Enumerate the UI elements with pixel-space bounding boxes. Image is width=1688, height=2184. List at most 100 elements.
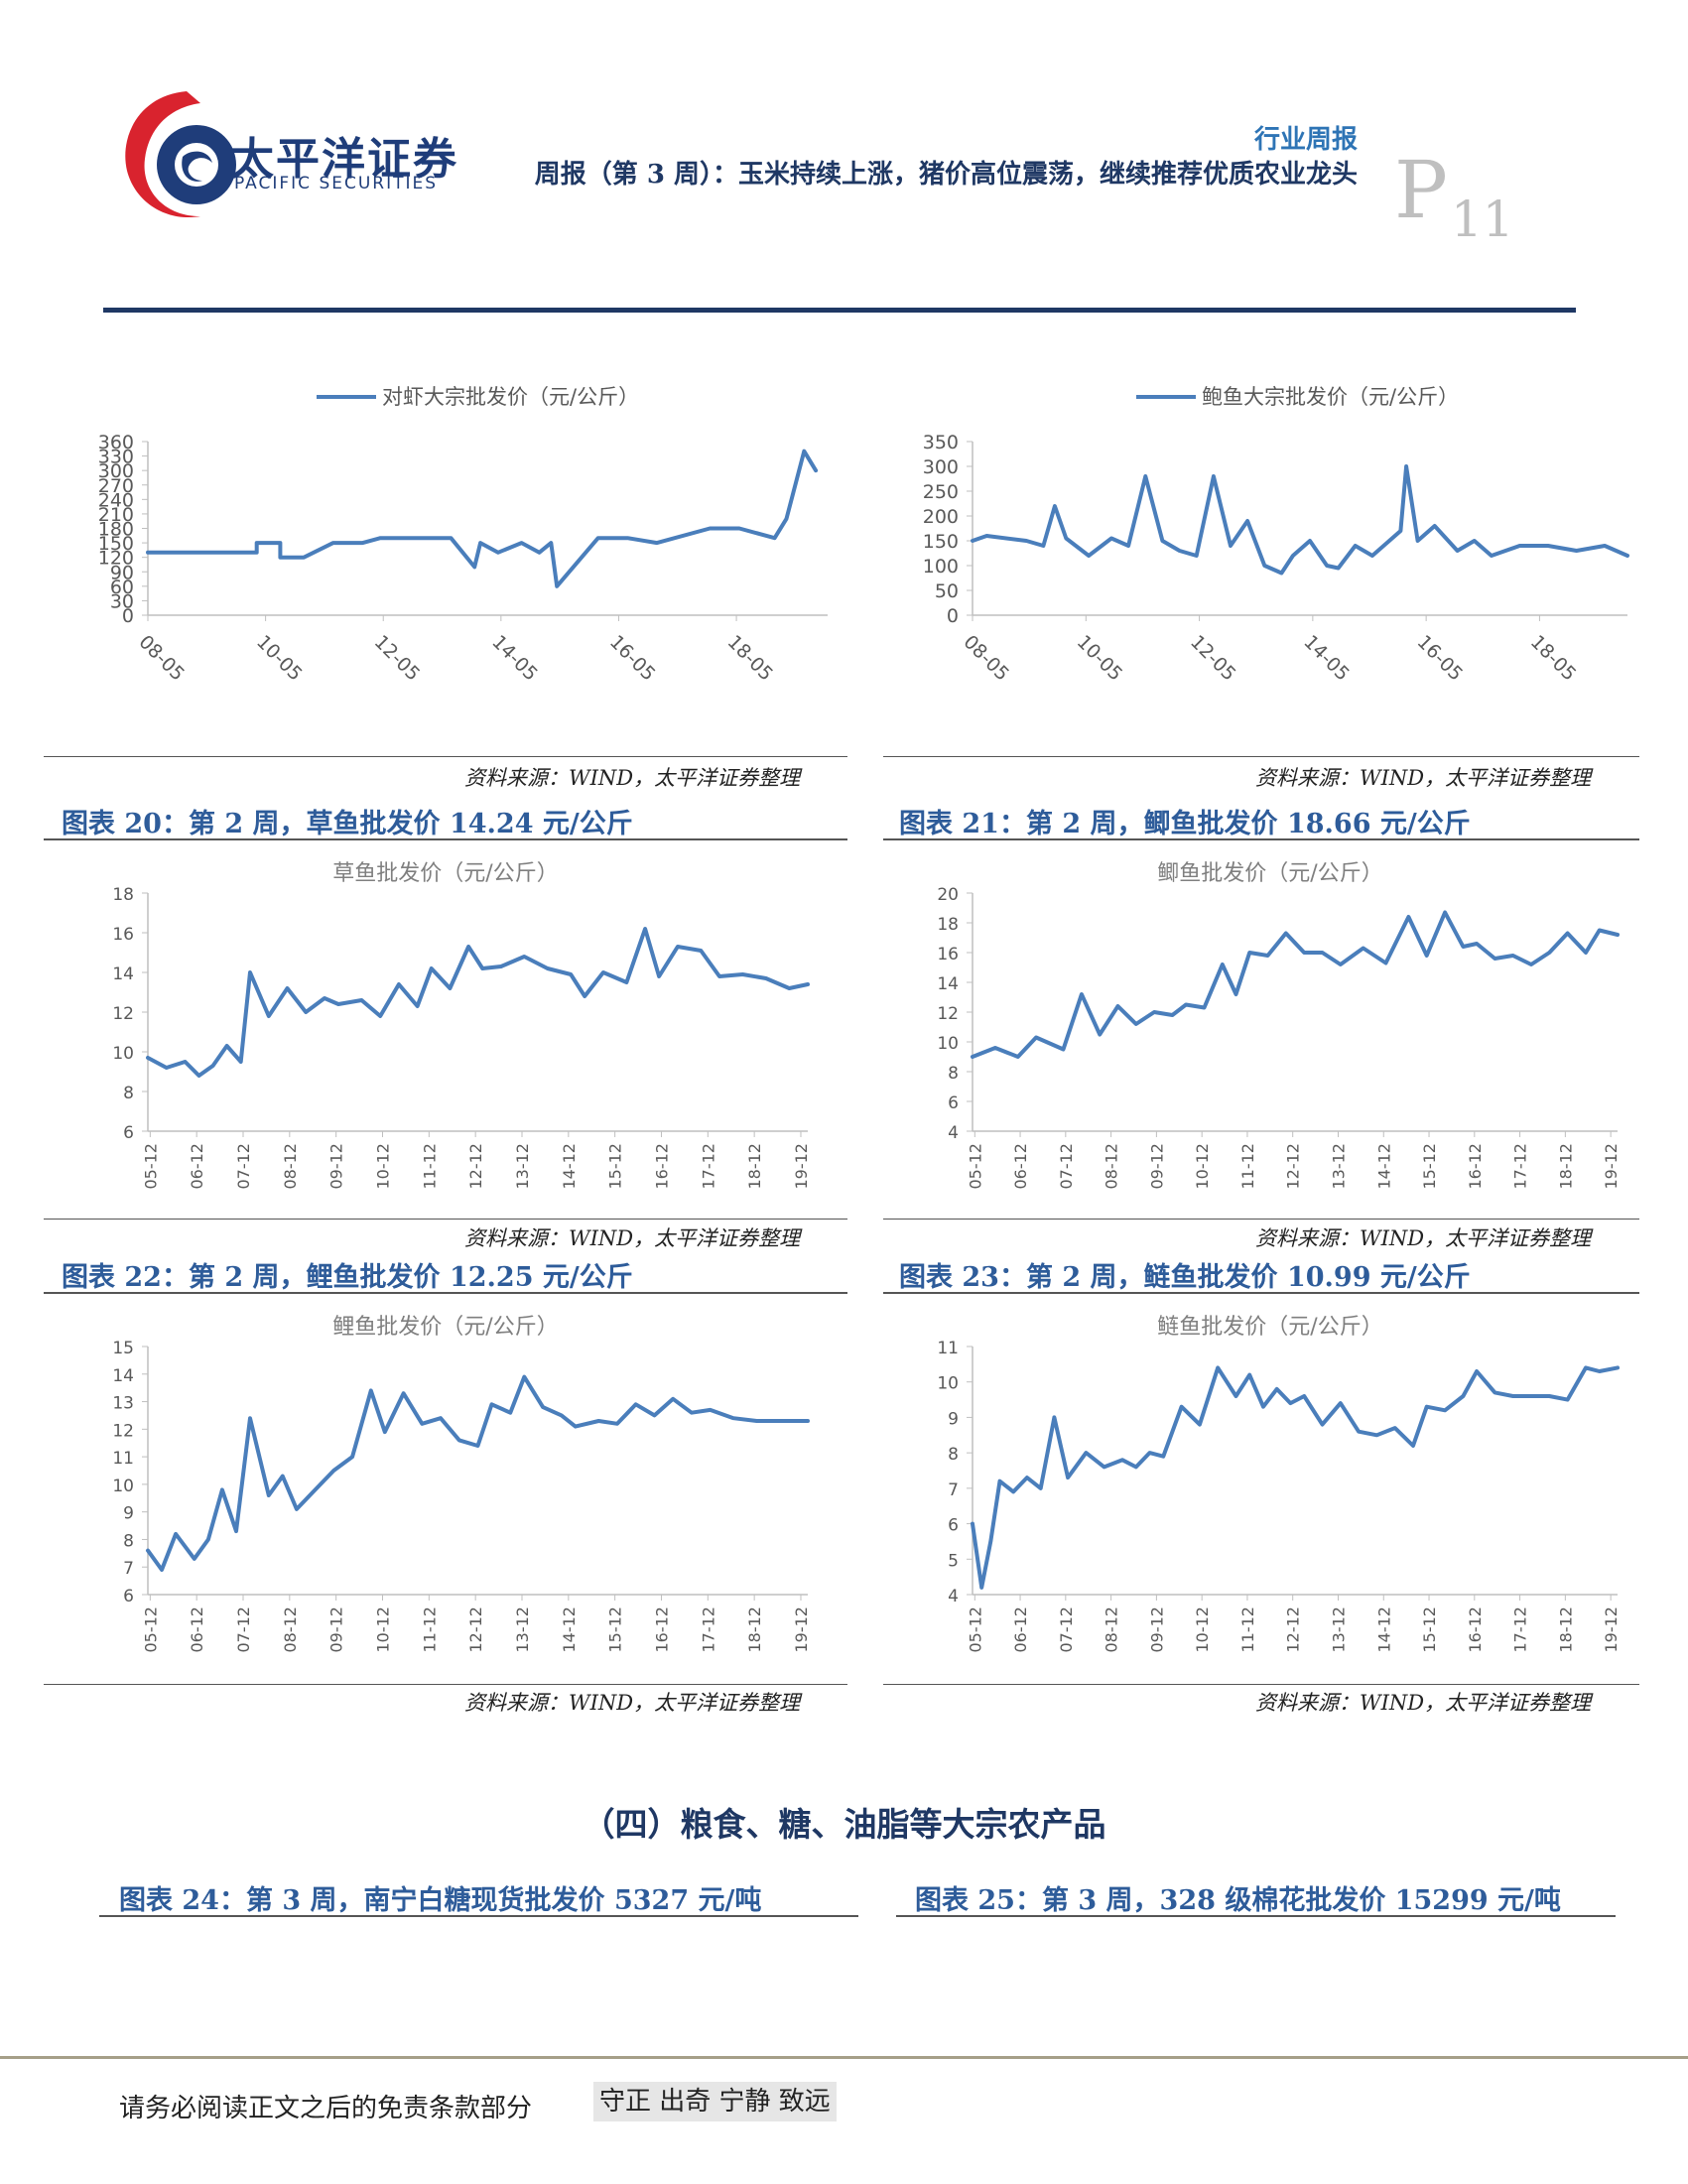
- source-divider: [44, 756, 847, 757]
- source-divider: [44, 1684, 847, 1685]
- y-tick-label: 200: [923, 506, 959, 528]
- x-tick-label: 18-12: [745, 1143, 764, 1190]
- series-line: [971, 1365, 1620, 1590]
- x-tick-label: 13-12: [1329, 1606, 1348, 1653]
- logo-english-name: PACIFIC SECURITIES: [234, 174, 439, 193]
- caption-divider: [44, 838, 847, 840]
- x-tick-label: 14-12: [1374, 1143, 1393, 1190]
- y-tick-label: 4: [948, 1587, 959, 1606]
- y-tick-label: 10: [937, 1034, 959, 1054]
- grass-carp-price-chart: 草鱼批发价（元/公斤） 6 8 10 12 14 16 18 05-12 06-12 07-12 08…: [112, 861, 811, 1190]
- x-tick-label: 12-12: [1284, 1143, 1303, 1190]
- y-tick-label: 360: [98, 432, 134, 453]
- x-tick-label: 09-12: [1147, 1143, 1166, 1190]
- y-tick-label: 300: [98, 460, 134, 482]
- series-line: [146, 927, 810, 1078]
- x-tick-label: 16-12: [652, 1143, 671, 1190]
- y-tick-label: 6: [123, 1587, 134, 1606]
- x-tick-label: 06-12: [1011, 1606, 1030, 1653]
- x-tick-label: 05-12: [141, 1606, 160, 1653]
- x-tick-label: 18-05: [1526, 631, 1581, 686]
- y-tick-label: 16: [937, 945, 959, 964]
- x-tick-label: 14-05: [1299, 631, 1354, 686]
- y-tick-label: 150: [923, 531, 959, 553]
- x-tick-label: 11-12: [420, 1143, 439, 1190]
- y-tick-label: 30: [110, 590, 134, 612]
- x-tick-label: 14-12: [560, 1606, 579, 1653]
- y-tick-label: 10: [937, 1374, 959, 1394]
- y-tick-label: 8: [123, 1084, 134, 1103]
- y-tick-label: 240: [98, 489, 134, 511]
- x-tick-label: 10-05: [1073, 631, 1127, 686]
- x-tick-label: 15-12: [1420, 1606, 1439, 1653]
- y-tick-label: 330: [98, 447, 134, 468]
- y-tick-label: 14: [112, 1366, 134, 1386]
- x-tick-label: 06-12: [1011, 1143, 1030, 1190]
- x-tick-label: 12-05: [370, 631, 425, 686]
- y-tick-label: 90: [110, 562, 134, 583]
- y-tick-label: 0: [122, 605, 134, 627]
- x-tick-label: 19-12: [792, 1143, 811, 1190]
- x-tick-label: 16-05: [605, 631, 660, 686]
- x-tick-label: 12-05: [1186, 631, 1240, 686]
- page-number: 11: [1451, 191, 1514, 248]
- y-tick-label: 15: [112, 1339, 134, 1358]
- x-tick-label: 07-12: [234, 1606, 253, 1653]
- y-tick-label: 14: [112, 964, 134, 984]
- y-tick-label: 18: [937, 915, 959, 935]
- x-tick-label: 07-12: [1057, 1606, 1076, 1653]
- series-line: [146, 449, 819, 588]
- y-tick-label: 20: [937, 885, 959, 905]
- y-tick-label: 50: [935, 580, 959, 602]
- chart-title: 鲤鱼批发价（元/公斤）: [332, 1315, 558, 1340]
- x-tick-label: 19-12: [1602, 1143, 1621, 1190]
- x-tick-label: 13-12: [513, 1606, 532, 1653]
- x-tick-label: 07-12: [1057, 1143, 1076, 1190]
- figure-20-caption: 图表 20：第 2 周，草鱼批发价 14.24 元/公斤: [62, 809, 633, 839]
- y-tick-label: 7: [948, 1480, 959, 1500]
- y-tick-label: 0: [947, 605, 959, 627]
- source-divider: [44, 1219, 847, 1220]
- x-tick-label: 08-05: [134, 631, 189, 686]
- y-tick-label: 270: [98, 475, 134, 497]
- y-tick-label: 210: [98, 504, 134, 526]
- caption-divider: [883, 838, 1639, 840]
- x-tick-label: 06-12: [188, 1143, 206, 1190]
- y-tick-label: 250: [923, 481, 959, 503]
- x-tick-label: 14-05: [487, 631, 542, 686]
- report-title: 周报（第 3 周）：玉米持续上涨，猪价高位震荡，继续推荐优质农业龙头: [534, 160, 1358, 190]
- series-line: [146, 1374, 810, 1572]
- x-tick-label: 19-12: [1602, 1606, 1621, 1653]
- x-tick-label: 10-05: [252, 631, 307, 686]
- chart-title: 鲫鱼批发价（元/公斤）: [1157, 861, 1382, 886]
- y-tick-label: 11: [937, 1339, 959, 1358]
- y-tick-label: 12: [937, 1004, 959, 1024]
- caption-divider: [883, 1292, 1639, 1294]
- x-tick-label: 08-12: [1103, 1143, 1121, 1190]
- source-note: 资料来源：WIND，太平洋证券整理: [1255, 1226, 1592, 1250]
- x-tick-label: 05-12: [966, 1606, 984, 1653]
- x-tick-label: 15-12: [606, 1606, 625, 1653]
- y-tick-label: 12: [112, 1004, 134, 1024]
- x-tick-label: 13-12: [513, 1143, 532, 1190]
- source-note: 资料来源：WIND，太平洋证券整理: [1255, 1691, 1592, 1715]
- x-tick-label: 07-12: [234, 1143, 253, 1190]
- source-divider: [883, 1684, 1639, 1685]
- figure-25-caption: 图表 25：第 3 周，328 级棉花批发价 15299 元/吨: [915, 1885, 1561, 1916]
- series-line: [971, 464, 1629, 576]
- x-tick-label: 14-12: [560, 1143, 579, 1190]
- logo-chinese-name: 太平洋证券: [230, 134, 458, 185]
- y-tick-label: 12: [112, 1421, 134, 1441]
- caption-divider: [99, 1915, 858, 1917]
- x-tick-label: 08-12: [281, 1606, 300, 1653]
- x-tick-label: 10-12: [373, 1143, 392, 1190]
- x-tick-label: 15-12: [606, 1143, 625, 1190]
- common-carp-price-chart: 鲤鱼批发价（元/公斤） 6 7 8 9 10 11 12 13 14 15 05-12 06-12 07-…: [112, 1315, 811, 1653]
- y-tick-label: 8: [123, 1531, 134, 1551]
- figure-22-caption: 图表 22：第 2 周，鲤鱼批发价 12.25 元/公斤: [62, 1262, 633, 1293]
- x-tick-label: 17-12: [1511, 1606, 1530, 1653]
- chart-title: 鲢鱼批发价（元/公斤）: [1157, 1315, 1382, 1340]
- y-tick-label: 300: [923, 456, 959, 478]
- x-tick-label: 09-12: [327, 1606, 346, 1653]
- x-tick-label: 18-05: [723, 631, 778, 686]
